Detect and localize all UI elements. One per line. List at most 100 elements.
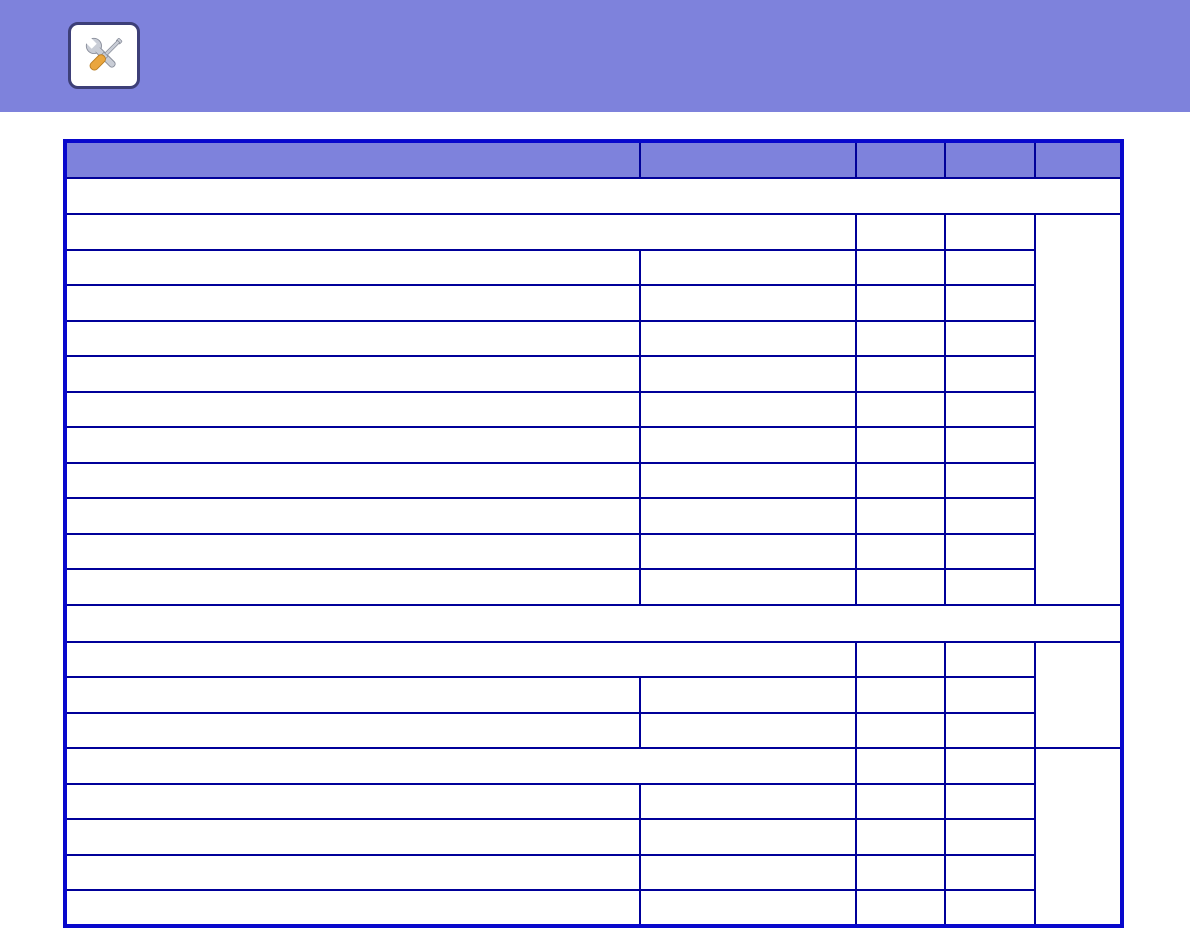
item-row: [64, 853, 1122, 891]
item-value-cell: [639, 568, 857, 606]
item-name-cell: [64, 640, 857, 678]
item-name-cell: [64, 319, 641, 357]
item-row: [64, 640, 1123, 749]
check-cell: [855, 390, 946, 428]
item-row: [64, 711, 1122, 749]
check-cell: [855, 497, 946, 535]
item-value-cell: [639, 355, 857, 393]
check-cell: [855, 889, 946, 927]
item-row: [64, 532, 1122, 570]
item-name-cell: [64, 568, 641, 606]
check-cell: [944, 568, 1036, 606]
check-cell: [855, 532, 946, 570]
check-cell: [855, 284, 946, 322]
check-cell: [944, 640, 1036, 678]
section-title-cell: [64, 603, 1123, 643]
item-value-cell: [639, 284, 857, 322]
item-row: [64, 497, 1122, 535]
item-value-cell: [639, 676, 857, 714]
item-value-cell: [639, 532, 857, 570]
check-cell: [944, 426, 1036, 464]
item-value-cell: [639, 319, 857, 357]
check-cell: [944, 676, 1036, 714]
item-value-cell: [639, 711, 857, 749]
item-value-cell: [639, 497, 857, 535]
check-cell: [944, 213, 1036, 251]
item-name-cell: [64, 213, 857, 251]
check-cell: [944, 248, 1036, 286]
check-cell: [855, 426, 946, 464]
check-cell: [855, 248, 946, 286]
check-cell: [855, 747, 946, 785]
item-name-cell: [64, 461, 641, 499]
item-name-cell: [64, 532, 641, 570]
check-cell: [944, 853, 1036, 891]
item-row: [64, 390, 1122, 428]
item-row: [64, 319, 1122, 357]
check-cell: [944, 355, 1036, 393]
wrench-screwdriver-icon: [83, 35, 123, 71]
check-cell: [944, 711, 1036, 749]
item-row: [64, 284, 1122, 322]
item-name-cell: [64, 853, 641, 891]
item-row: [64, 782, 1122, 820]
item-name-cell: [64, 711, 641, 749]
header-row: [64, 140, 1123, 179]
item-value-cell: [639, 818, 857, 856]
check-cell: [855, 213, 946, 251]
item-row: [64, 248, 1122, 286]
header-cell-2: [639, 140, 857, 179]
check-cell: [944, 319, 1036, 357]
item-name-cell: [64, 747, 857, 785]
section-row: [64, 603, 1123, 643]
item-name-cell: [64, 284, 641, 322]
item-row: [64, 676, 1122, 714]
check-cell: [855, 319, 946, 357]
item-row: [64, 355, 1122, 393]
section-title-cell: [64, 177, 1123, 215]
item-name-cell: [64, 889, 641, 927]
settings-icon-box: [68, 22, 140, 89]
check-cell: [944, 747, 1036, 785]
item-row: [64, 889, 1122, 927]
page-banner: [0, 0, 1190, 112]
item-value-cell: [639, 889, 857, 927]
check-cell: [855, 568, 946, 606]
item-name-cell: [64, 355, 641, 393]
header-cell-1: [64, 140, 641, 179]
header-cell-4: [944, 140, 1036, 179]
section-row: [64, 177, 1123, 215]
item-value-cell: [639, 782, 857, 820]
item-name-cell: [64, 676, 641, 714]
item-row: [64, 747, 1123, 927]
item-value-cell: [639, 853, 857, 891]
item-row: [64, 426, 1122, 464]
check-cell: [944, 461, 1036, 499]
settings-table: [63, 139, 1124, 928]
item-row: [64, 568, 1122, 606]
check-cell: [855, 818, 946, 856]
item-row: [64, 818, 1122, 856]
check-cell: [855, 355, 946, 393]
item-value-cell: [639, 461, 857, 499]
item-value-cell: [639, 248, 857, 286]
note-cell: [1034, 213, 1123, 606]
item-row: [64, 213, 1123, 606]
check-cell: [944, 532, 1036, 570]
check-cell: [855, 461, 946, 499]
item-name-cell: [64, 782, 641, 820]
header-cell-3: [855, 140, 946, 179]
check-cell: [944, 782, 1036, 820]
item-row: [64, 461, 1122, 499]
check-cell: [855, 782, 946, 820]
check-cell: [855, 711, 946, 749]
header-cell-5: [1034, 140, 1123, 179]
note-cell: [1034, 640, 1123, 749]
item-name-cell: [64, 248, 641, 286]
item-name-cell: [64, 390, 641, 428]
check-cell: [944, 284, 1036, 322]
check-cell: [944, 390, 1036, 428]
item-value-cell: [639, 426, 857, 464]
check-cell: [855, 853, 946, 891]
item-name-cell: [64, 818, 641, 856]
